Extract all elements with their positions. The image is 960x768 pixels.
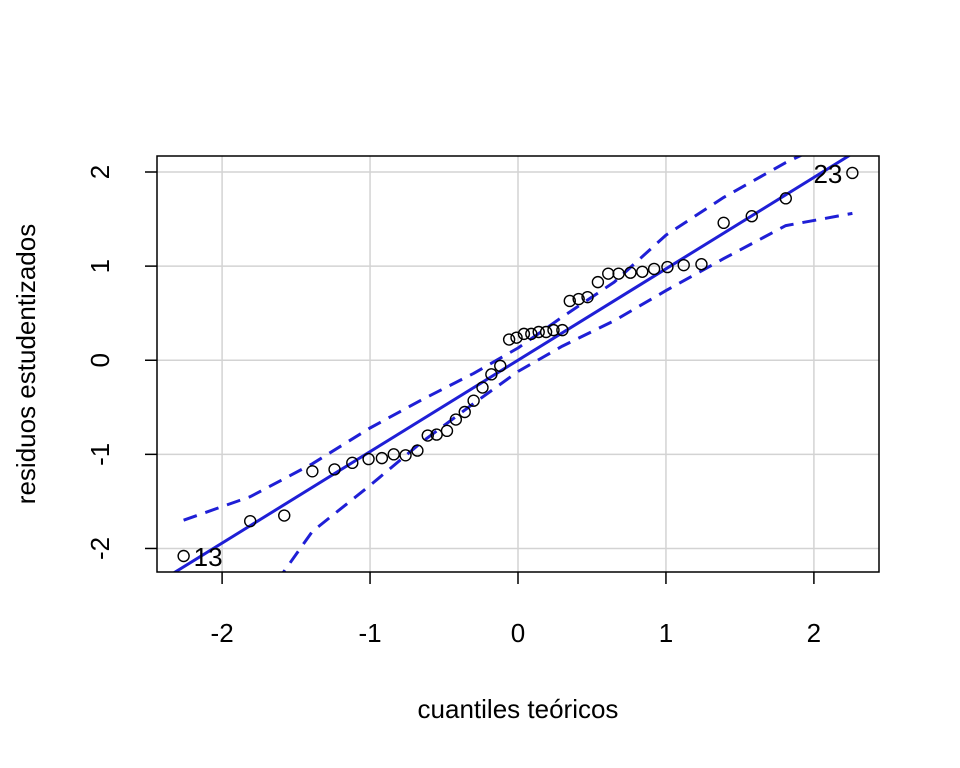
data-point: [525, 327, 538, 341]
data-point: [306, 465, 319, 478]
data-point: [440, 424, 454, 438]
data-point: [602, 267, 615, 280]
data-point: [745, 210, 758, 223]
data-point: [421, 429, 434, 442]
data-point: [572, 292, 585, 306]
confidence-band: [183, 156, 853, 572]
data-point: [278, 509, 291, 522]
data-point: [411, 444, 424, 457]
y-tick-label: 2: [85, 165, 115, 179]
data-point: [556, 323, 569, 337]
data-point: [612, 267, 625, 280]
data-point: [661, 260, 674, 274]
x-axis-label: cuantiles teóricos: [418, 694, 619, 724]
points: [177, 166, 859, 563]
data-point: [591, 275, 605, 289]
y-tick-label: -1: [85, 443, 115, 466]
upper-band-line: [183, 156, 804, 522]
data-point: [476, 381, 489, 394]
data-point: [485, 368, 498, 381]
data-point: [779, 192, 792, 205]
y-tick-label: 0: [85, 353, 115, 367]
x-tick-label: 2: [807, 618, 821, 648]
y-tick-label: -2: [85, 537, 115, 560]
x-tick-label: 0: [511, 618, 525, 648]
data-point: [563, 294, 576, 308]
data-point: [624, 266, 637, 279]
point-label: 23: [813, 159, 842, 189]
y-tick-label: 1: [85, 259, 115, 273]
data-point: [502, 333, 516, 346]
lower-band-line: [281, 211, 853, 572]
x-tick-label: -1: [358, 618, 381, 648]
x-tick-label: 1: [659, 618, 673, 648]
data-point: [539, 325, 553, 339]
data-point: [695, 258, 708, 271]
data-point: [177, 549, 190, 563]
x-tick-label: -2: [211, 618, 234, 648]
data-point: [449, 413, 463, 426]
y-axis: -2 -1 0 1 2: [85, 165, 157, 560]
data-point: [510, 331, 523, 344]
data-point: [387, 448, 400, 461]
reference-line: [172, 156, 852, 572]
data-point: [581, 290, 594, 304]
data-point: [517, 327, 531, 341]
data-point: [346, 456, 359, 470]
data-point: [244, 514, 257, 528]
data-point: [328, 463, 341, 476]
data-point: [717, 216, 730, 230]
x-axis: -2 -1 0 1 2: [211, 572, 821, 648]
fit-line: [172, 156, 852, 572]
data-point: [636, 265, 649, 278]
data-point: [846, 166, 859, 180]
point-label: 13: [194, 542, 223, 572]
point-labels: 13 23: [194, 159, 843, 572]
data-point: [677, 258, 690, 272]
data-point: [647, 262, 661, 276]
data-point: [458, 405, 471, 419]
y-axis-label: residuos estudentizados: [11, 224, 41, 504]
data-point: [375, 451, 389, 465]
data-point: [362, 452, 375, 466]
data-point: [547, 323, 560, 337]
data-point: [467, 394, 480, 407]
data-point: [399, 449, 412, 462]
data-point: [532, 325, 545, 339]
data-point: [494, 359, 507, 373]
grid: [157, 156, 879, 572]
